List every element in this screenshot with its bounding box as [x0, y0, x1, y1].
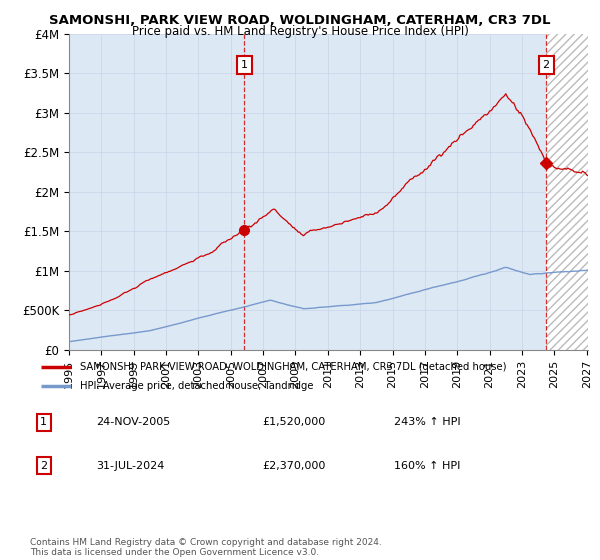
Text: 2: 2 — [542, 60, 550, 70]
Text: £1,520,000: £1,520,000 — [262, 417, 325, 427]
Text: £2,370,000: £2,370,000 — [262, 461, 325, 471]
Text: Contains HM Land Registry data © Crown copyright and database right 2024.
This d: Contains HM Land Registry data © Crown c… — [30, 538, 382, 557]
Text: HPI: Average price, detached house, Tandridge: HPI: Average price, detached house, Tand… — [80, 381, 313, 391]
Text: SAMONSHI, PARK VIEW ROAD, WOLDINGHAM, CATERHAM, CR3 7DL (detached house): SAMONSHI, PARK VIEW ROAD, WOLDINGHAM, CA… — [80, 362, 506, 372]
Text: 2: 2 — [40, 461, 47, 471]
Text: 1: 1 — [40, 417, 47, 427]
Text: 31-JUL-2024: 31-JUL-2024 — [96, 461, 164, 471]
Text: 1: 1 — [241, 60, 248, 70]
Text: 24-NOV-2005: 24-NOV-2005 — [96, 417, 170, 427]
Text: Price paid vs. HM Land Registry's House Price Index (HPI): Price paid vs. HM Land Registry's House … — [131, 25, 469, 38]
Text: SAMONSHI, PARK VIEW ROAD, WOLDINGHAM, CATERHAM, CR3 7DL: SAMONSHI, PARK VIEW ROAD, WOLDINGHAM, CA… — [49, 14, 551, 27]
Text: 160% ↑ HPI: 160% ↑ HPI — [394, 461, 461, 471]
Text: 243% ↑ HPI: 243% ↑ HPI — [394, 417, 461, 427]
